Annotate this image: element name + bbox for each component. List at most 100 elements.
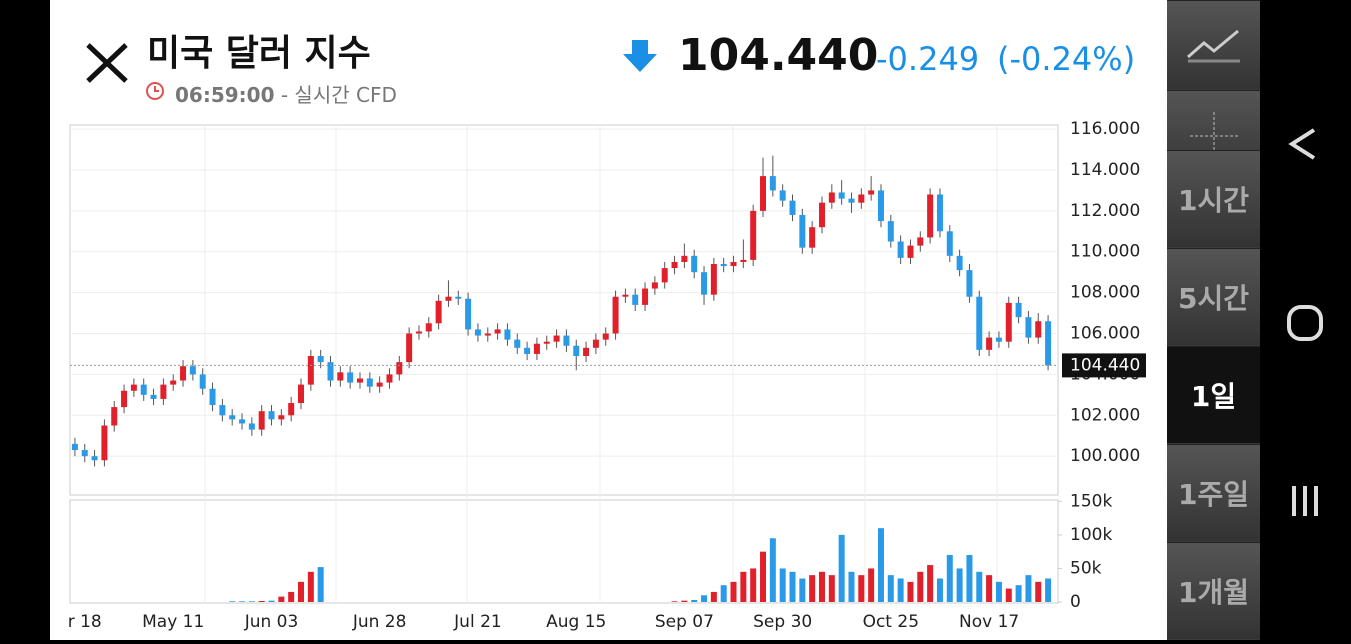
candle-body (298, 384, 305, 404)
candle-body (376, 382, 383, 387)
candle-body (769, 176, 776, 191)
candle-body (150, 394, 157, 399)
candle-body (838, 192, 845, 199)
volume-bar (1025, 575, 1032, 602)
volume-bar (828, 575, 835, 602)
candle-body (612, 296, 619, 334)
candle-body (917, 237, 924, 246)
volume-bar (1045, 578, 1052, 602)
interval-button[interactable]: 1개월 (1167, 542, 1260, 639)
candle-body (966, 270, 973, 297)
candle-body (189, 366, 196, 375)
candle-body (651, 282, 658, 289)
candle-body (91, 456, 98, 461)
candle-body (671, 261, 678, 269)
candle-body (809, 227, 816, 248)
down-arrow (623, 40, 657, 72)
candle-body (701, 272, 708, 295)
volume-bar (966, 555, 973, 602)
volume-bar (229, 601, 236, 602)
home-icon[interactable] (1287, 305, 1323, 341)
candle-body (563, 335, 570, 346)
volume-bar (248, 601, 255, 602)
volume-bar (927, 565, 934, 602)
candle-body (848, 198, 855, 203)
candle-body (307, 355, 314, 385)
candle-body (101, 425, 108, 461)
volume-bar (288, 591, 295, 602)
candle-body (543, 341, 550, 344)
candle-body (239, 419, 246, 424)
volume-bar (1035, 581, 1042, 602)
candle-body (396, 362, 403, 375)
candle-body (406, 333, 413, 363)
volume-bar (268, 600, 275, 602)
x-tick-label: Aug 15 (546, 612, 606, 632)
candle-body (514, 339, 521, 348)
chart-type-button[interactable] (1167, 0, 1260, 89)
candle-body (927, 194, 934, 238)
volume-bar (818, 571, 825, 602)
volume-bar (936, 578, 943, 602)
interval-button[interactable]: 1일 (1167, 346, 1260, 443)
candle-body (229, 415, 236, 420)
volume-bar (887, 575, 894, 602)
candle-body (248, 423, 255, 430)
volume-bar (317, 567, 324, 602)
candle-body (936, 194, 943, 232)
candle-body (180, 366, 187, 381)
change: -0.249 (876, 40, 980, 78)
close-icon[interactable] (85, 42, 129, 84)
volume-bar (1015, 585, 1022, 602)
x-tick-label: Nov 17 (959, 612, 1019, 632)
candle-body (1045, 321, 1052, 366)
change-pct: (-0.24%) (997, 40, 1136, 78)
volume-tick-label: 0 (1070, 592, 1081, 612)
interval-button[interactable]: 1주일 (1167, 444, 1260, 541)
y-tick-label: 116.000 (1070, 119, 1140, 139)
interval-button[interactable]: 1시간 (1167, 150, 1260, 247)
back-icon[interactable] (1288, 128, 1316, 160)
price-frame (69, 124, 1059, 496)
volume-bar (730, 581, 737, 602)
interval-button[interactable]: 5시간 (1167, 248, 1260, 345)
candle-body (592, 339, 599, 348)
volume-bar (986, 575, 993, 602)
y-tick-label: 114.000 (1070, 160, 1140, 180)
y-tick-label: 102.000 (1070, 405, 1140, 425)
candle-body (740, 259, 747, 262)
volume-bar (760, 551, 767, 602)
candle-body (170, 380, 177, 385)
candle-body (484, 333, 491, 336)
candle-body (81, 450, 88, 457)
last-price-tag (1062, 353, 1146, 378)
candle-body (642, 288, 649, 305)
candle-body (583, 347, 590, 356)
volume-bar (868, 568, 875, 602)
candle-body (356, 378, 363, 383)
candle-body (445, 296, 452, 301)
candle-body (907, 245, 914, 258)
volume-bar (278, 596, 285, 602)
volume-bar (740, 571, 747, 602)
volume-bar (956, 568, 963, 602)
candle-body (553, 335, 560, 342)
candle-body (533, 343, 540, 354)
nav-bar (1260, 0, 1351, 640)
candle-body (995, 337, 1002, 342)
candle-body (632, 294, 639, 305)
candle-body (868, 190, 875, 195)
recent-icon[interactable] (1292, 486, 1318, 516)
volume-bar (838, 534, 845, 602)
x-tick-label: r 18 (68, 612, 102, 632)
candle-body (789, 200, 796, 215)
y-tick-label: 108.000 (1070, 283, 1140, 303)
candle-body (1015, 302, 1022, 318)
candle-body (121, 390, 128, 408)
volume-bar (769, 538, 776, 602)
candle-body (946, 231, 953, 256)
candle-body (691, 255, 698, 273)
x-tick-label: Jul 21 (453, 612, 502, 632)
candle-body (366, 378, 373, 387)
